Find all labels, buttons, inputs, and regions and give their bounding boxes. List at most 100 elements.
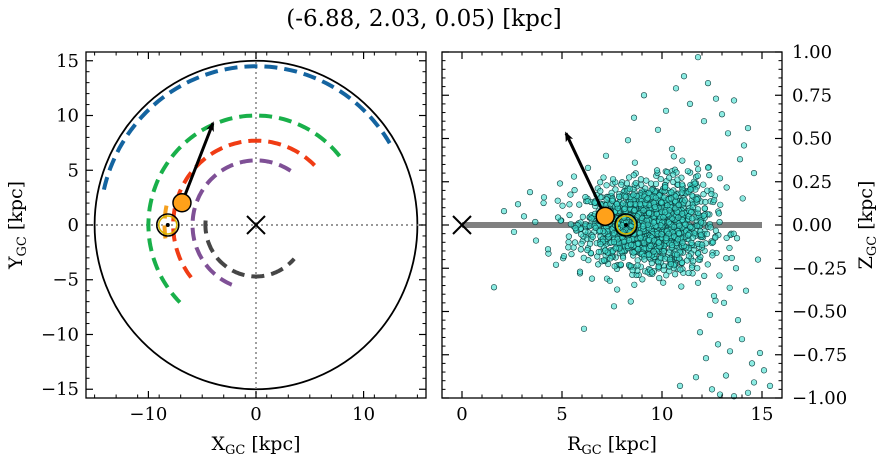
star-point — [664, 168, 671, 176]
star-point — [500, 208, 508, 215]
star-point — [644, 195, 651, 202]
star-point — [715, 210, 722, 217]
star-point — [554, 197, 561, 204]
velocity-arrow — [180, 121, 215, 204]
star-point — [671, 271, 679, 278]
star-point — [658, 231, 665, 238]
star-point — [490, 284, 498, 291]
star-point — [740, 142, 748, 149]
sun-marker-dot — [165, 223, 170, 227]
star-point — [678, 189, 685, 196]
star-point — [709, 252, 716, 259]
star-point — [717, 201, 724, 208]
star-point — [714, 341, 722, 348]
star-point — [665, 174, 673, 181]
star-point — [617, 261, 624, 268]
star-point — [570, 244, 577, 251]
star-point — [712, 234, 719, 241]
star-point — [596, 227, 603, 235]
star-point — [736, 156, 744, 163]
star-point — [565, 244, 572, 251]
x-tick-label: 10 — [352, 404, 375, 425]
star-point — [732, 265, 740, 272]
y-tick-label: 0.00 — [792, 215, 832, 236]
star-point — [597, 241, 604, 248]
star-point — [600, 174, 607, 181]
star-point — [595, 248, 602, 256]
x-axis-label: XGC [kpc] — [211, 433, 300, 458]
star-point — [576, 201, 583, 208]
galactic-center-marker — [246, 215, 266, 235]
star-point — [637, 176, 645, 183]
star-point — [712, 95, 720, 102]
star-point — [728, 254, 735, 262]
y-tick-label: −0.50 — [792, 302, 847, 323]
star-point — [710, 292, 718, 300]
star-point — [653, 210, 660, 218]
star-point — [723, 255, 730, 262]
star-point — [687, 223, 694, 231]
x-tick-label: 15 — [751, 404, 774, 425]
star-point — [648, 260, 655, 267]
star-point — [722, 372, 730, 379]
star-point — [760, 367, 768, 374]
star-point — [744, 125, 752, 132]
star-point — [579, 213, 586, 220]
y-tick-label: 0.75 — [792, 85, 832, 106]
star-point — [632, 179, 639, 187]
star-point — [565, 239, 572, 246]
star-point — [560, 253, 568, 260]
x-tick-label: 10 — [651, 404, 674, 425]
sun-marker-ring — [157, 215, 178, 235]
star-point — [609, 197, 616, 204]
star-point — [698, 219, 705, 226]
star-point — [701, 272, 708, 279]
y-tick-label: −5 — [52, 270, 79, 291]
star-point — [668, 145, 676, 152]
star-point — [730, 97, 738, 104]
star-point — [588, 275, 596, 282]
x-tick-label: −10 — [129, 404, 167, 425]
star-point — [707, 224, 714, 231]
star-point — [700, 118, 708, 125]
star-point — [662, 183, 669, 191]
star-point — [540, 194, 548, 201]
star-point — [646, 210, 653, 217]
star-point — [687, 186, 694, 193]
star-point — [694, 206, 702, 213]
sun-marker-dot — [624, 223, 628, 227]
star-point — [688, 264, 696, 271]
star-point — [641, 256, 648, 263]
star-point — [688, 239, 695, 246]
x-axis-label: RGC [kpc] — [567, 433, 657, 458]
star-point — [634, 262, 641, 269]
star-point — [592, 224, 599, 232]
star-point — [739, 195, 746, 202]
star-point — [704, 187, 711, 194]
x-tick-label: 5 — [556, 404, 567, 425]
star-point — [670, 171, 677, 178]
star-point — [566, 201, 573, 208]
star-point — [597, 187, 604, 195]
star-point — [692, 374, 700, 381]
star-point — [606, 277, 613, 284]
star-point — [566, 211, 573, 219]
star-point — [723, 234, 730, 242]
star-point — [660, 248, 667, 255]
star-point — [628, 241, 635, 249]
star-point — [651, 203, 659, 211]
star-point — [750, 170, 758, 177]
star-point — [589, 233, 596, 240]
star-point — [694, 279, 702, 286]
star-point — [613, 201, 620, 208]
star-point — [640, 223, 647, 230]
star-point — [631, 281, 638, 288]
star-point — [630, 249, 637, 256]
star-point — [686, 100, 694, 107]
star-point — [620, 200, 627, 207]
star-point — [656, 275, 663, 282]
star-point — [653, 167, 661, 174]
star-point — [675, 230, 682, 237]
star-point — [689, 215, 696, 222]
star-point — [577, 246, 584, 253]
